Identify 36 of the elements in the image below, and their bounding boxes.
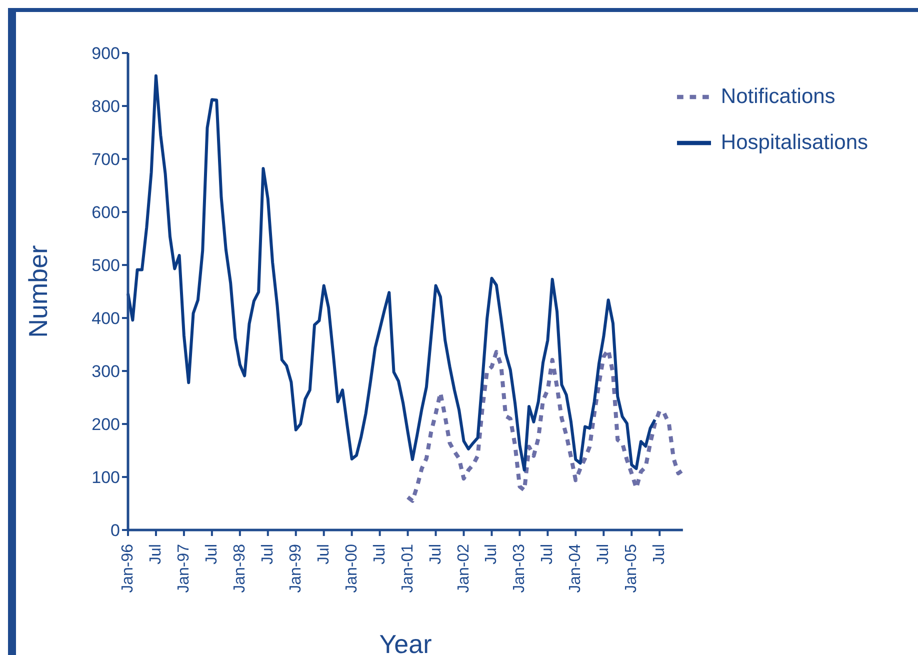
x-tick-label: Jan-97 <box>175 544 192 593</box>
line-series <box>126 74 656 472</box>
line-series <box>406 348 685 503</box>
x-tick-label: Jan-04 <box>567 544 584 593</box>
legend-label: Notifications <box>720 85 836 108</box>
x-tick-label: Jan-02 <box>455 544 472 593</box>
x-tick-label: Jul <box>315 544 332 564</box>
x-axis-title: Year <box>379 629 432 655</box>
y-tick-label: 200 <box>92 415 120 434</box>
x-tick-label: Jan-03 <box>511 544 528 593</box>
y-tick-label: 100 <box>92 468 120 488</box>
y-tick-label: 500 <box>92 256 120 276</box>
x-tick-label: Jul <box>371 544 388 564</box>
x-tick-label: Jul <box>259 544 276 564</box>
x-tick-label: Jan-96 <box>120 544 136 593</box>
x-tick-label: Jul <box>147 544 164 564</box>
x-tick-label: Jan-00 <box>343 544 360 593</box>
y-tick-label: 400 <box>92 309 120 328</box>
y-tick-label: 700 <box>92 150 120 170</box>
x-tick-label: Jan-01 <box>399 544 416 593</box>
x-tick-label: Jul <box>427 544 444 564</box>
x-tick-label: Jul <box>203 544 220 564</box>
x-tick-label: Jul <box>595 544 612 564</box>
x-tick-label: Jan-05 <box>623 544 640 593</box>
x-tick-label: Jan-99 <box>287 544 304 593</box>
x-tick-label: Jul <box>539 544 556 564</box>
y-tick-label: 0 <box>110 521 120 540</box>
y-tick-label: 600 <box>92 203 120 222</box>
legend-label: Hospitalisations <box>720 131 868 154</box>
y-tick-label: 900 <box>92 44 120 64</box>
y-axis-title: Number <box>23 244 54 338</box>
x-tick-label: Jul <box>483 544 500 564</box>
x-tick-label: Jul <box>651 544 668 564</box>
y-tick-label: 800 <box>92 97 120 116</box>
y-tick-label: 300 <box>92 362 120 382</box>
x-tick-label: Jan-98 <box>231 544 248 593</box>
